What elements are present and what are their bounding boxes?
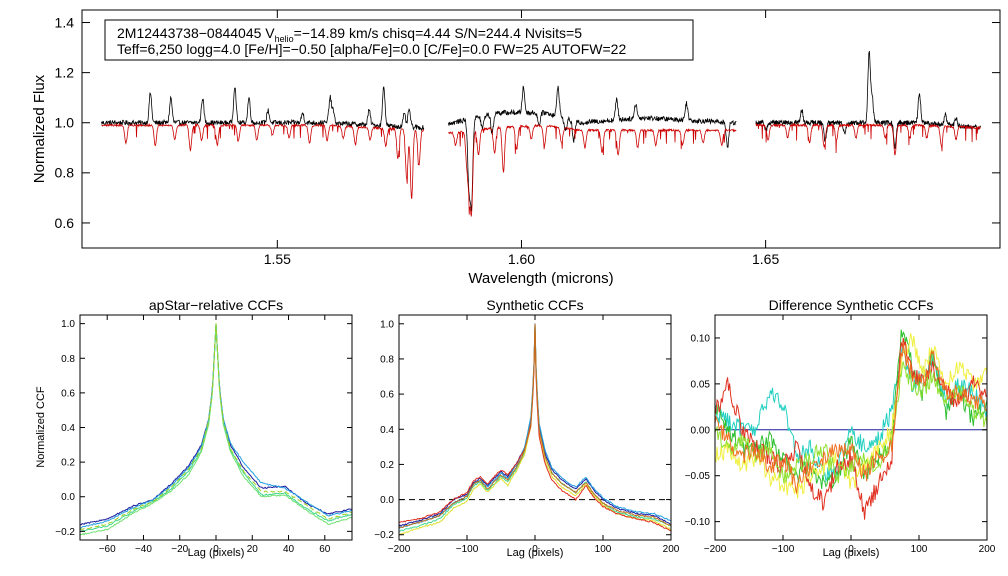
spectrum-annotation: 2M12443738−0844045 Vhelio=−14.89 km/s ch…	[104, 19, 694, 61]
diff-ccf-title: Difference Synthetic CCFs	[769, 297, 934, 313]
diff-ccf-xtick-label: 100	[911, 544, 928, 555]
synthetic-ccf-xtick-label: −100	[456, 544, 479, 555]
diff-ccf-ytick-label: −0.05	[685, 471, 711, 482]
spectrum-panel: 1.55 1.60 1.65 0.6 0.8 1.0 1.2 1.4 2M12443738−0…	[31, 9, 1001, 287]
synthetic-ccf-panel: −200 −100 0 100 200 −0.2 0.0 0.2 0.4 0.6 0.8 1.0 Sy…	[374, 297, 680, 559]
spectrum-ytick-label: 1.4	[55, 14, 75, 30]
apstar-ccf-ytick-label: 0.8	[61, 354, 75, 365]
synthetic-ccf-xtick-label: 0	[532, 544, 538, 555]
synthetic-ccf-title: Synthetic CCFs	[486, 297, 583, 313]
spectrum-ytick-label: 0.6	[55, 215, 75, 231]
synthetic-ccf-xtick-label: 200	[663, 544, 680, 555]
apstar-ccf-xtick-label: 60	[319, 544, 331, 555]
apstar-ccf-panel: −60 −40 −20 0 20 40 60 −0.2 0.0 0.2 0.4 0.6 0.8 1.0 a…	[35, 297, 353, 559]
diff-ccf-ytick-label: −0.10	[685, 517, 711, 528]
synthetic-ccf-ytick-label: 0.2	[380, 460, 394, 471]
synthetic-ccf-ytick-label: 0.4	[380, 425, 394, 436]
spectrum-model-line-chip1	[101, 122, 425, 199]
apstar-ccf-xtick-label: 0	[213, 544, 219, 555]
diff-ccf-visit-6-line	[715, 361, 987, 484]
spectrum-ytick-label: 1.0	[55, 115, 75, 131]
spectrum-ylabel: Normalized Flux	[31, 74, 48, 183]
synthetic-ccf-ytick-label: 0.0	[380, 495, 394, 506]
synthetic-ccf-ytick-label: 0.8	[380, 354, 394, 365]
apstar-ccf-ticks: −60 −40 −20 0 20 40 60 −0.2 0.0 0.2 0.4 0.6 0.8 1.0	[55, 315, 352, 555]
diff-ccf-visit-2-line	[715, 346, 987, 483]
synthetic-ccf-ytick-label: −0.2	[374, 530, 394, 541]
diff-ccf-xtick-label: −200	[704, 544, 727, 555]
spectrum-xtick-label: 1.65	[752, 251, 779, 267]
annotation-box	[104, 19, 694, 61]
spectrum-ytick-label: 1.2	[55, 65, 75, 81]
synthetic-ccf-xtick-label: −200	[388, 544, 411, 555]
synthetic-ccf-xlabel: Lag (pixels)	[507, 547, 564, 559]
spectrum-ticks: 1.55 1.60 1.65 0.6 0.8 1.0 1.2 1.4	[55, 10, 1000, 267]
diff-ccf-ytick-label: 0.10	[691, 333, 711, 344]
diff-ccf-visit-7-line	[715, 342, 987, 494]
synthetic-ccf-ytick-label: 1.0	[380, 319, 394, 330]
diff-ccf-xtick-label: −100	[772, 544, 795, 555]
apstar-ccf-ytick-label: 0.2	[61, 458, 75, 469]
diff-ccf-xtick-label: 0	[848, 544, 854, 555]
diff-ccf-plot-area	[715, 329, 987, 520]
apstar-ccf-ytick-label: 0.0	[61, 492, 75, 503]
synthetic-ccf-ticks: −200 −100 0 100 200 −0.2 0.0 0.2 0.4 0.6 0.8 1.0	[374, 315, 680, 555]
spectrum-xtick-label: 1.60	[508, 251, 535, 267]
synthetic-ccf-plot-area	[399, 323, 671, 536]
apstar-ccf-ytick-label: 0.4	[61, 423, 75, 434]
apstar-ccf-xtick-label: −40	[135, 544, 152, 555]
synthetic-ccf-xtick-label: 100	[595, 544, 612, 555]
spectrum-plot-area	[101, 50, 981, 217]
apstar-ccf-ytick-label: 0.6	[61, 388, 75, 399]
diff-ccf-ticks: −200 −100 0 100 200 −0.10 −0.05 0.00 0.05 0.10	[685, 315, 996, 555]
apstar-ccf-plot-area	[80, 323, 352, 536]
diff-ccf-ytick-label: 0.00	[691, 425, 711, 436]
apstar-ccf-xtick-label: −60	[99, 544, 116, 555]
diff-ccf-visit-3-line	[715, 329, 987, 490]
annotation-line1-prefix: 2M12443738−0844045 V	[117, 25, 275, 41]
apstar-ccf-xtick-label: −20	[171, 544, 188, 555]
spectrum-observed-line-chip2	[447, 85, 737, 212]
apstar-ccf-xtick-label: 20	[247, 544, 259, 555]
spectrum-observed-line-chip1	[101, 86, 425, 131]
apstar-ccf-xtick-label: 40	[283, 544, 295, 555]
spectrum-xtick-label: 1.55	[264, 251, 291, 267]
diff-ccf-visit-4-line	[715, 333, 987, 499]
spectrum-model-line-chip2	[448, 123, 737, 217]
synthetic-ccf-combined-line	[399, 323, 671, 529]
apstar-ccf-ylabel: Normalized CCF	[35, 386, 47, 468]
annotation-line1-sub: helio	[275, 34, 294, 44]
apstar-ccf-title: apStar−relative CCFs	[149, 297, 283, 313]
diff-ccf-ytick-label: 0.05	[691, 379, 711, 390]
diff-ccf-panel: −200 −100 0 100 200 −0.10 −0.05 0.00 0.05 0.10 Di…	[685, 297, 996, 559]
apstar-ccf-xlabel: Lag (pixels)	[188, 547, 245, 559]
diff-ccf-xlabel: Lag (pixels)	[823, 547, 880, 559]
spectrum-ytick-label: 0.8	[55, 165, 75, 181]
spectrum-model-line-chip3	[755, 122, 981, 156]
apstar-ccf-ytick-label: 1.0	[61, 319, 75, 330]
annotation-line2: Teff=6,250 logg=4.0 [Fe/H]=−0.50 [alpha/…	[117, 41, 626, 57]
annotation-line1-suffix: =−14.89 km/s chisq=4.44 S/N=244.4 Nvisit…	[294, 25, 583, 41]
spectrum-xlabel: Wavelength (microns)	[468, 270, 613, 287]
apstar-ccf-combined-line	[80, 323, 352, 531]
apstar-ccf-ytick-label: −0.2	[55, 527, 75, 538]
spectrum-frame	[81, 9, 1001, 249]
annotation-line1: 2M12443738−0844045 Vhelio=−14.89 km/s ch…	[117, 25, 582, 44]
synthetic-ccf-ytick-label: 0.6	[380, 390, 394, 401]
diff-ccf-xtick-label: 200	[979, 544, 996, 555]
